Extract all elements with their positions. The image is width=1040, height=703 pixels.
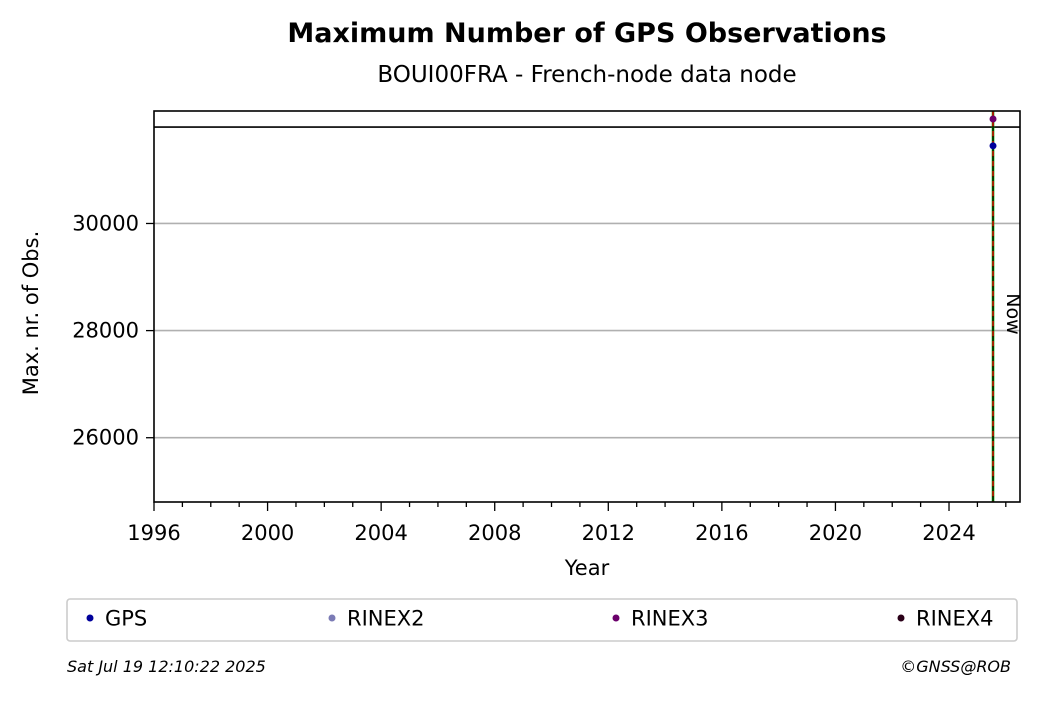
legend-marker-gps	[86, 614, 94, 622]
x-tick-label: 2004	[354, 521, 407, 545]
chart-title: Maximum Number of GPS Observations	[287, 18, 886, 49]
y-tick-label: 30000	[72, 211, 139, 235]
x-axis-label: Year	[564, 556, 610, 580]
chart-subtitle: BOUI00FRA - French-node data node	[377, 62, 796, 88]
footer-copyright: ©GNSS@ROB	[900, 657, 1011, 676]
x-tick-label: 2020	[809, 521, 862, 545]
legend-label-gps: GPS	[105, 607, 147, 631]
legend-marker-rinex3	[612, 614, 620, 622]
legend-label-rinex4: RINEX4	[916, 607, 994, 631]
y-tick-label: 28000	[72, 319, 139, 343]
x-tick-label: 2000	[241, 521, 294, 545]
y-tick-label: 26000	[72, 426, 139, 450]
legend-box	[66, 598, 1018, 642]
legend-label-rinex2: RINEX2	[347, 607, 425, 631]
legend-marker-rinex2	[328, 614, 336, 622]
x-tick-label: 2024	[922, 521, 975, 545]
now-label: Now	[1002, 293, 1024, 334]
data-point-rinex3	[989, 115, 997, 123]
x-tick-label: 2008	[468, 521, 521, 545]
legend: GPS RINEX2 RINEX3 RINEX4	[66, 598, 1018, 642]
x-tick-label: 2016	[695, 521, 748, 545]
data-point-gps	[989, 142, 997, 150]
x-tick-label: 1996	[127, 521, 180, 545]
footer-timestamp: Sat Jul 19 12:10:22 2025	[67, 657, 266, 676]
legend-label-rinex3: RINEX3	[631, 607, 709, 631]
plot-area: Now 1996 2000 2004 2008 2012 2016 2020 2024 26000…	[72, 110, 1024, 545]
plot-frame	[153, 110, 1021, 503]
legend-marker-rinex4	[897, 614, 905, 622]
x-tick-label: 2012	[582, 521, 635, 545]
y-axis-label: Max. nr. of Obs.	[19, 231, 43, 396]
